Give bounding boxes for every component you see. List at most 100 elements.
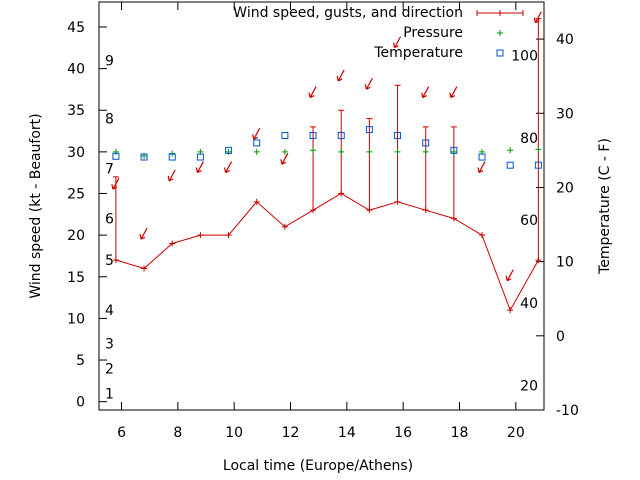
x-tick-label: 18 — [451, 425, 469, 441]
fahrenheit-label: 40 — [520, 296, 538, 312]
x-tick-label: 10 — [225, 425, 243, 441]
pressure-point — [112, 148, 119, 155]
beaufort-label: 4 — [105, 303, 114, 319]
y-tick-label: 10 — [67, 311, 85, 327]
pressure-point — [338, 148, 345, 155]
temperature-point — [394, 132, 402, 140]
beaufort-label: 9 — [105, 53, 114, 69]
y-tick-label: 5 — [76, 353, 85, 369]
wind-direction-arrow — [477, 161, 486, 174]
legend-swatch-temperature — [496, 49, 504, 57]
wind-direction-arrow — [533, 11, 542, 24]
wind-speed-point — [507, 307, 514, 314]
y2-tick-label: 40 — [556, 32, 574, 48]
temperature-point — [140, 153, 148, 161]
wind-speed-point — [338, 190, 345, 197]
temperature-point — [253, 139, 261, 147]
temperature-point — [337, 132, 345, 140]
x-tick-label: 16 — [394, 425, 412, 441]
wind-speed-point — [366, 207, 373, 214]
temperature-point — [365, 126, 373, 134]
pressure-point — [507, 147, 514, 154]
wind-direction-arrow — [223, 161, 233, 174]
legend-label: Wind speed, gusts, and direction — [233, 5, 463, 21]
x-axis-title: Local time (Europe/Athens) — [223, 458, 413, 474]
wind-speed-point — [450, 215, 457, 222]
temperature-point — [196, 153, 204, 161]
wind-direction-arrow — [449, 86, 458, 99]
y2-tick-label: 30 — [556, 106, 574, 122]
wind-speed-point — [281, 223, 288, 230]
pressure-point — [450, 148, 457, 155]
x-tick-label: 8 — [173, 425, 182, 441]
wind-direction-arrow — [280, 152, 289, 165]
pressure-point — [535, 146, 542, 153]
pressure-point — [281, 148, 288, 155]
beaufort-label: 2 — [105, 361, 114, 377]
y2-tick-label: 20 — [556, 180, 574, 196]
plot-marks — [111, 11, 542, 314]
y-tick-label: 35 — [67, 103, 85, 119]
x-tick-label: 20 — [507, 425, 525, 441]
wind-speed-point — [112, 257, 119, 264]
y2-tick-label: -10 — [556, 403, 579, 419]
pressure-point — [422, 148, 429, 155]
wind-speed-point — [253, 198, 260, 205]
legend-swatch-pressure — [497, 30, 503, 36]
temperature-point — [450, 146, 458, 154]
x-tick-label: 12 — [282, 425, 300, 441]
wind-speed-point — [225, 232, 232, 239]
temperature-point — [478, 153, 486, 161]
wind-direction-arrow — [392, 36, 402, 49]
wind-speed-point — [535, 257, 542, 264]
wind-speed-point — [141, 265, 148, 272]
temperature-point — [112, 152, 120, 160]
axes-frame — [98, 1, 545, 411]
legend-label: Temperature — [373, 45, 463, 61]
temperature-point — [225, 146, 233, 154]
y-tick-label: 25 — [67, 187, 85, 203]
beaufort-label: 1 — [105, 386, 114, 402]
wind-speed-point — [479, 232, 486, 239]
y-tick-label: 20 — [67, 228, 85, 244]
x-tick-label: 14 — [338, 425, 356, 441]
fahrenheit-label: 60 — [520, 213, 538, 229]
wind-direction-arrow — [167, 169, 176, 182]
wind-speed-point — [197, 232, 204, 239]
y-tick-label: 40 — [67, 62, 85, 78]
temperature-point — [281, 132, 289, 140]
pressure-point — [366, 148, 373, 155]
axis-labels: 6 8 10 12 14 16 18 20051015202530354045-1001020… — [28, 20, 613, 474]
wind-direction-arrow — [421, 86, 430, 99]
beaufort-label: 7 — [105, 162, 114, 178]
y-tick-label: 15 — [67, 270, 85, 286]
x-tick-label: 6 — [117, 425, 126, 441]
y-tick-label: 30 — [67, 145, 85, 161]
wind-direction-arrow — [195, 161, 204, 174]
fahrenheit-label: 80 — [520, 131, 538, 147]
fahrenheit-label: 20 — [520, 379, 538, 395]
fahrenheit-label: 100 — [511, 48, 538, 64]
legend: Wind speed, gusts, and direction Pressure… — [233, 5, 524, 61]
wind-direction-arrow — [336, 69, 345, 82]
beaufort-label: 5 — [105, 253, 114, 269]
legend-label: Pressure — [403, 25, 463, 41]
wind-direction-arrow — [111, 177, 120, 190]
beaufort-label: 6 — [105, 211, 114, 227]
wind-speed-point — [169, 240, 176, 247]
pressure-point — [253, 148, 260, 155]
wind-direction-arrow — [139, 227, 148, 240]
temperature-point — [506, 161, 514, 169]
pressure-point — [394, 148, 401, 155]
temperature-point — [168, 153, 176, 161]
plot-frame — [98, 1, 545, 411]
y2-tick-label: 10 — [556, 255, 574, 271]
y-tick-label: 45 — [67, 20, 85, 36]
y2-tick-label: 0 — [556, 329, 565, 345]
wind-speed-point — [310, 207, 317, 214]
y-tick-label: 0 — [76, 395, 85, 411]
temperature-point — [309, 132, 317, 140]
temperature-point — [422, 139, 430, 147]
wind-direction-arrow — [252, 127, 261, 140]
